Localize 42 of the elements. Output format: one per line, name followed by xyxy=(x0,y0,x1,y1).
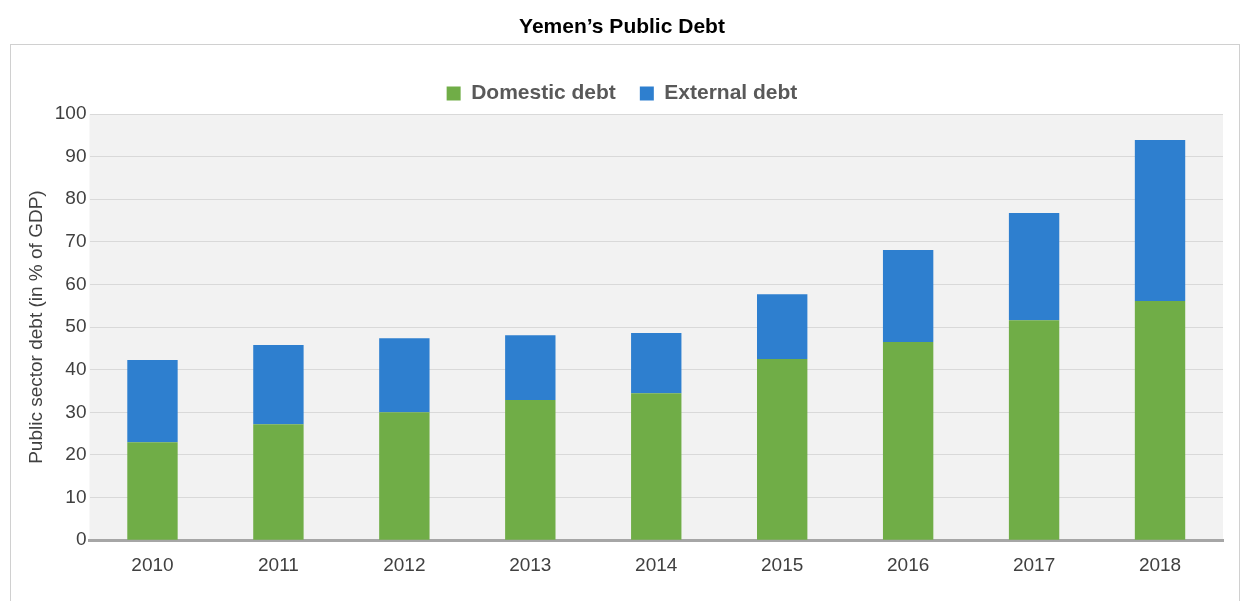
y-tick-label: 90 xyxy=(65,144,87,166)
y-tick-label: 30 xyxy=(65,400,87,422)
y-tick-label: 100 xyxy=(54,102,87,124)
legend-label: Domestic debt xyxy=(471,80,616,104)
bar xyxy=(757,359,808,540)
y-tick-label: 80 xyxy=(65,187,87,209)
bar xyxy=(882,249,934,343)
bar xyxy=(757,294,808,360)
bar xyxy=(1008,212,1060,321)
y-tick-label: 70 xyxy=(65,230,87,252)
bar xyxy=(127,359,178,443)
x-tick-label: 2018 xyxy=(1138,553,1182,575)
bar xyxy=(379,412,430,540)
x-tick-label: 2011 xyxy=(257,553,299,575)
bar xyxy=(1134,301,1186,540)
y-axis-title: Public sector debt (in % of GDP) xyxy=(24,190,46,464)
bar xyxy=(1008,320,1060,540)
y-tick-label: 60 xyxy=(65,272,87,294)
x-tick-label: 2017 xyxy=(1012,553,1056,575)
x-tick-label: 2012 xyxy=(383,553,426,575)
y-tick-label: 20 xyxy=(65,443,87,465)
bar xyxy=(631,393,682,540)
y-tick-label: 0 xyxy=(75,528,87,550)
y-tick-label: 10 xyxy=(65,485,87,507)
x-tick-label: 2016 xyxy=(887,553,930,575)
x-tick-label: 2015 xyxy=(761,553,804,575)
bar xyxy=(882,342,934,540)
bar xyxy=(505,335,556,400)
bar xyxy=(631,333,682,394)
legend-label: External debt xyxy=(664,80,798,104)
bar xyxy=(505,399,556,540)
x-tick-label: 2013 xyxy=(509,553,552,575)
y-tick-label: 50 xyxy=(65,315,87,337)
bar xyxy=(253,345,304,425)
x-tick-label: 2010 xyxy=(131,553,174,575)
x-tick-label: 2014 xyxy=(635,553,678,575)
chart-title: Yemen’s Public Debt xyxy=(518,14,726,38)
bar xyxy=(253,424,304,540)
bar xyxy=(379,338,430,413)
bar xyxy=(127,442,178,540)
y-tick-label: 40 xyxy=(65,357,87,379)
bar xyxy=(1134,140,1186,302)
